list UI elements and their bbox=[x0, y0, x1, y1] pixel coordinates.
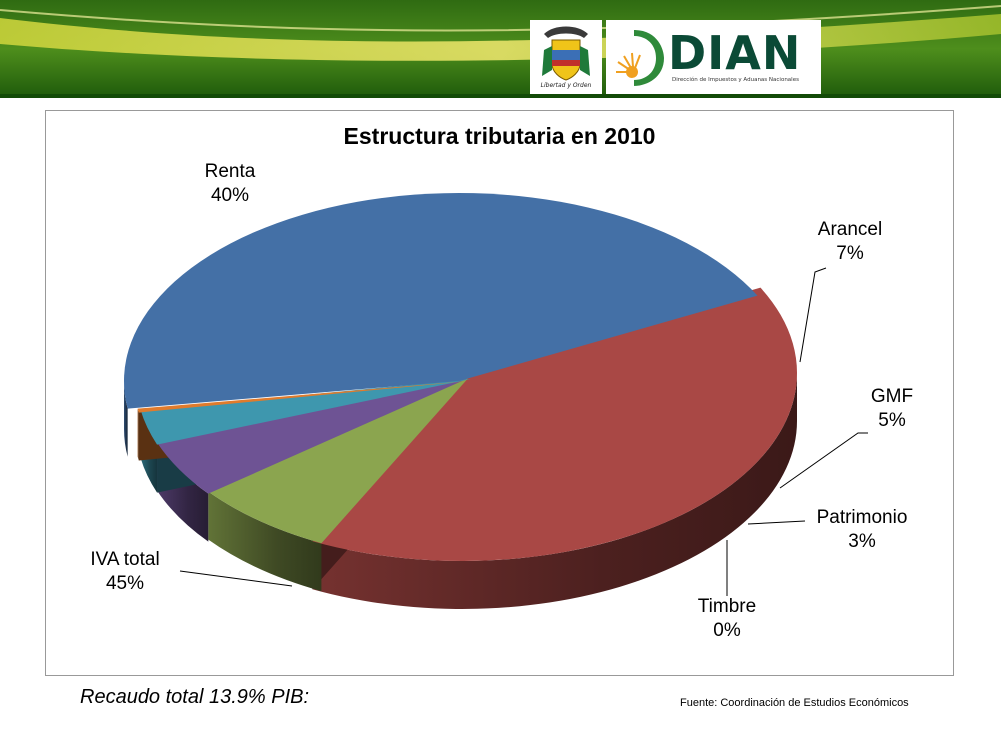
leader-line-patrimonio bbox=[747, 520, 806, 525]
leader-line-iva-total bbox=[179, 570, 293, 587]
slice-value-text: 5% bbox=[878, 410, 906, 431]
slice-label-text: Renta bbox=[204, 161, 256, 182]
source-note: Fuente: Coordinación de Estudios Económi… bbox=[680, 697, 909, 709]
slice-value-text: 45% bbox=[105, 573, 145, 594]
data-label-patrimonio: Patrimonio 3% bbox=[802, 506, 922, 554]
coat-of-arms-logo: Libertad y Orden bbox=[530, 20, 602, 94]
brand-name: DIAN bbox=[668, 26, 802, 80]
pie-slice-arancel bbox=[208, 375, 471, 544]
data-label-arancel: Arancel 7% bbox=[790, 218, 910, 266]
coat-caption: Libertad y Orden bbox=[540, 82, 592, 89]
slice-value-text: 7% bbox=[836, 243, 864, 264]
dian-logo: DIAN Dirección de Impuestos y Aduanas Na… bbox=[606, 20, 821, 94]
slice-value-text: 3% bbox=[848, 531, 876, 552]
slice-label-text: Timbre bbox=[697, 596, 757, 617]
pie-slice-gmf bbox=[157, 377, 472, 494]
pie-side-arancel bbox=[208, 491, 322, 592]
leader-line-gmf bbox=[779, 432, 868, 489]
slice-value-text: 0% bbox=[713, 620, 741, 641]
sun-emblem-icon bbox=[616, 30, 664, 86]
chart-title: Estructura tributaria en 2010 bbox=[343, 123, 656, 149]
slice-label-text: IVA total bbox=[90, 549, 160, 570]
pie-slice-renta bbox=[312, 287, 797, 561]
slice-label-text: Patrimonio bbox=[816, 507, 908, 528]
brand-subtitle: Dirección de Impuestos y Aduanas Naciona… bbox=[672, 77, 799, 83]
coat-of-arms-icon bbox=[542, 26, 590, 81]
data-label-renta: Renta 40% bbox=[170, 160, 290, 208]
pie-side-iva-total bbox=[124, 381, 128, 457]
slice-label-text: GMF bbox=[870, 386, 914, 407]
data-label-timbre: Timbre 0% bbox=[667, 595, 787, 643]
pie-slice-patrimonio bbox=[140, 379, 471, 445]
slice-label-text: Arancel bbox=[817, 219, 883, 240]
data-label-iva-total: IVA total 45% bbox=[65, 548, 185, 596]
slice-value-text: 40% bbox=[210, 185, 250, 206]
data-label-gmf: GMF 5% bbox=[832, 385, 952, 433]
leader-line-arancel bbox=[799, 267, 827, 363]
total-revenue-note: Recaudo total 13.9% PIB: bbox=[80, 686, 310, 708]
pie-slice-iva-total bbox=[124, 192, 758, 409]
pie-slice-timbre bbox=[137, 381, 470, 413]
